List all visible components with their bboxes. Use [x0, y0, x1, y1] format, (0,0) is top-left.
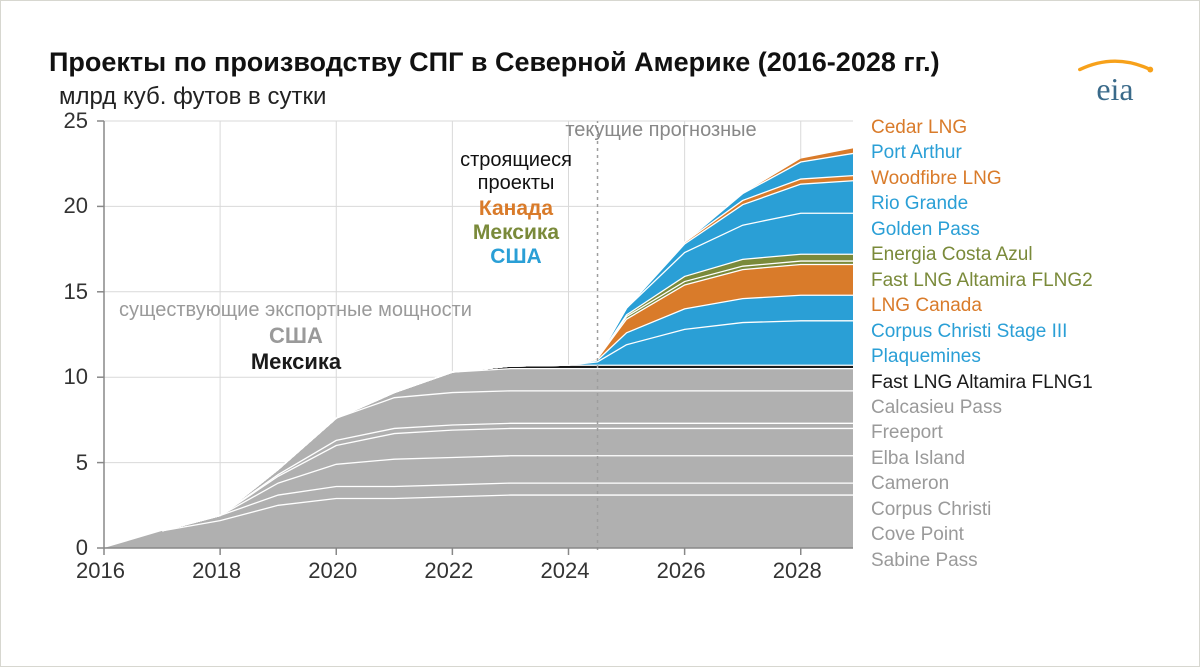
logo-dot-icon — [1147, 67, 1153, 73]
legend-item: Port Arthur — [871, 140, 1151, 165]
legend-item: Cove Point — [871, 522, 1151, 547]
building-mexico-label: Мексика — [406, 221, 626, 245]
legend-item: Calcasieu Pass — [871, 395, 1151, 420]
legend-item: Woodfibre LNG — [871, 166, 1151, 191]
legend-item: Cameron — [871, 471, 1151, 496]
series-legend: Cedar LNGPort ArthurWoodfibre LNGRio Gra… — [871, 115, 1151, 573]
y-tick-label: 10 — [64, 364, 88, 390]
legend-item: Corpus Christi Stage III — [871, 319, 1151, 344]
legend-item: Energia Costa Azul — [871, 242, 1151, 267]
building-canada-label: Канада — [406, 197, 626, 221]
y-tick-label: 5 — [76, 450, 88, 476]
legend-item: Freeport — [871, 420, 1151, 445]
legend-item: Sabine Pass — [871, 548, 1151, 573]
legend-item: Plaquemines — [871, 344, 1151, 369]
x-tick-label: 2016 — [76, 558, 125, 584]
legend-item: LNG Canada — [871, 293, 1151, 318]
legend-item: Golden Pass — [871, 217, 1151, 242]
logo-text: eia — [1096, 72, 1133, 107]
building-usa-label: США — [406, 245, 626, 269]
legend-item: Rio Grande — [871, 191, 1151, 216]
eia-logo: eia — [1073, 53, 1157, 113]
building-projects-label: строящиеся проекты — [406, 149, 626, 195]
y-tick-label: 20 — [64, 193, 88, 219]
chart-title: Проекты по производству СПГ в Северной А… — [49, 47, 940, 78]
x-tick-label: 2020 — [308, 558, 357, 584]
legend-item: Elba Island — [871, 446, 1151, 471]
existing-mexico-label: Мексика — [216, 349, 376, 374]
x-tick-label: 2022 — [424, 558, 473, 584]
y-tick-label: 15 — [64, 279, 88, 305]
legend-item: Corpus Christi — [871, 497, 1151, 522]
legend-item: Fast LNG Altamira FLNG2 — [871, 268, 1151, 293]
x-tick-label: 2024 — [540, 558, 589, 584]
x-tick-label: 2026 — [657, 558, 706, 584]
chart-frame: Проекты по производству СПГ в Северной А… — [0, 0, 1200, 667]
existing-capacity-label: существующие экспортные мощности — [119, 299, 539, 322]
logo-swoosh-icon — [1080, 61, 1151, 69]
x-tick-label: 2018 — [192, 558, 241, 584]
legend-item: Fast LNG Altamira FLNG1 — [871, 370, 1151, 395]
forecast-label: текущие прогнозные — [531, 119, 791, 142]
existing-usa-label: США — [236, 323, 356, 348]
chart-subtitle: млрд куб. футов в сутки — [59, 83, 326, 111]
legend-item: Cedar LNG — [871, 115, 1151, 140]
x-tick-label: 2028 — [773, 558, 822, 584]
y-tick-label: 25 — [64, 108, 88, 134]
